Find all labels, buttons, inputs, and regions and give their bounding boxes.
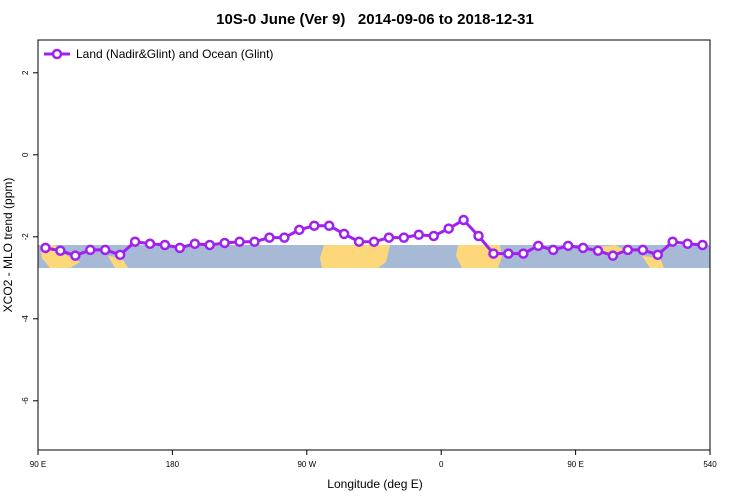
data-point [159, 239, 171, 251]
data-point [518, 248, 529, 259]
data-point [114, 249, 126, 261]
data-point [129, 236, 141, 247]
data-point [533, 240, 544, 252]
data-point [264, 232, 275, 243]
data-point [622, 244, 634, 256]
data-point [488, 248, 499, 259]
data-point [219, 237, 230, 249]
data-point [562, 240, 574, 252]
data-point [99, 244, 111, 256]
data-point [592, 245, 604, 256]
data-point [174, 242, 186, 254]
data-point [473, 230, 484, 242]
data-point [398, 232, 410, 243]
data-point [428, 230, 439, 242]
y-axis-label: XCO2 - MLO trend (ppm) [1, 178, 15, 313]
y-tick-label: -4 [21, 315, 30, 323]
data-point [413, 229, 425, 240]
data-point [547, 244, 559, 256]
data-point [234, 236, 245, 247]
data-point [279, 232, 290, 243]
y-tick-label: 2 [21, 70, 30, 75]
x-axis-label: Longitude (deg E) [327, 477, 422, 491]
data-point [70, 250, 81, 261]
y-tick-label: -6 [21, 397, 30, 405]
x-tick-label: 90 E [567, 460, 583, 469]
map-band [38, 245, 710, 268]
legend-marker [51, 48, 63, 60]
data-point [249, 236, 260, 247]
data-point [189, 238, 201, 250]
data-point [353, 236, 365, 247]
y-tick-label: -2 [21, 233, 30, 241]
x-tick-label: 180 [166, 460, 180, 469]
y-tick-label: 0 [21, 152, 30, 157]
legend-label: Land (Nadir&Glint) and Ocean (Glint) [76, 47, 273, 61]
data-point [40, 242, 51, 254]
data-point [55, 245, 66, 256]
data-point [667, 236, 678, 247]
data-point [144, 238, 156, 250]
data-point [338, 228, 350, 240]
data-point [85, 244, 96, 256]
data-point [368, 236, 380, 247]
data-point [503, 248, 514, 259]
x-tick-label: 90 E [30, 460, 46, 469]
chart-title: 10S-0 June (Ver 9) 2014-09-06 to 2018-12… [216, 11, 534, 28]
data-point [309, 220, 320, 231]
x-tick-label: 540 [703, 460, 717, 469]
data-point [652, 249, 663, 261]
x-tick-label: 0 [439, 460, 444, 469]
data-point [697, 239, 708, 251]
x-tick-label: 90 W [297, 460, 316, 469]
data-point [682, 238, 693, 250]
data-point [577, 242, 589, 254]
data-point [323, 220, 335, 231]
data-point [204, 239, 215, 251]
data-point [607, 250, 619, 261]
data-point [637, 244, 649, 256]
data-point [443, 223, 454, 234]
data-point [458, 214, 469, 226]
data-point [294, 224, 305, 236]
plot-frame [37, 39, 711, 451]
data-point [383, 232, 395, 243]
